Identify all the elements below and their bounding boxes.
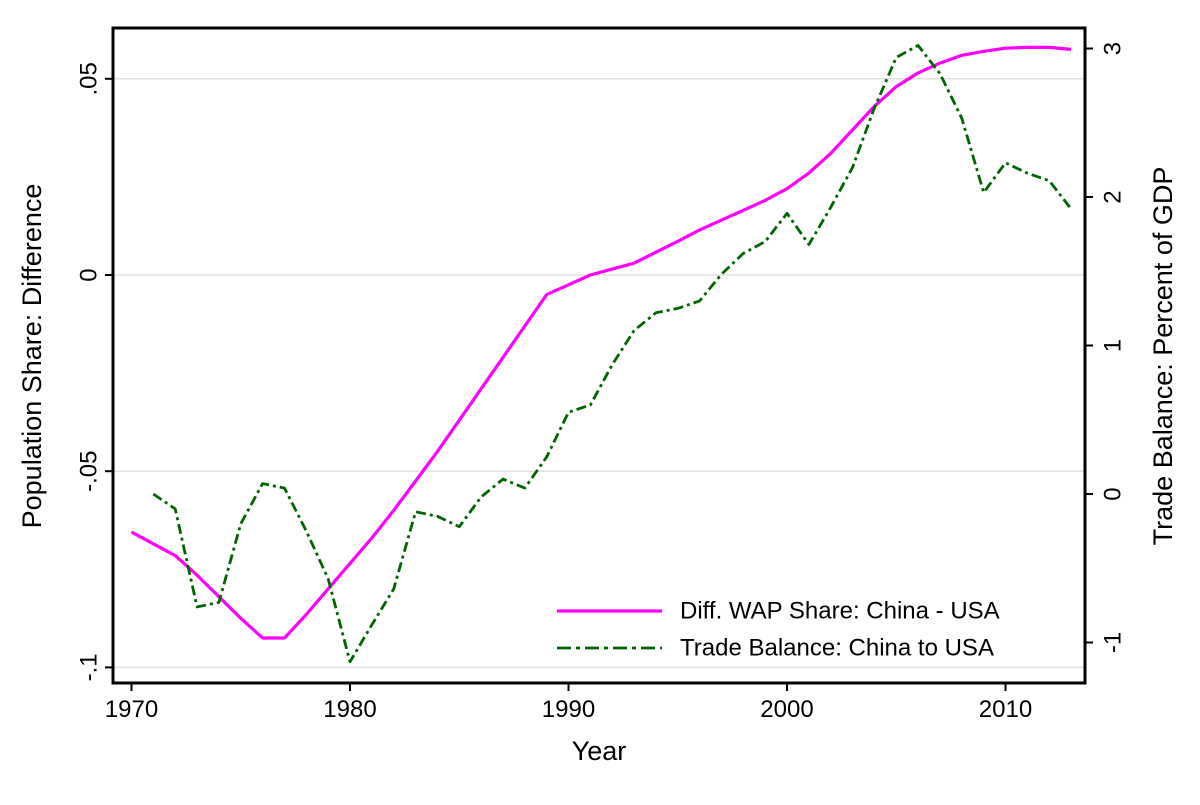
legend-label-trade: Trade Balance: China to USA <box>680 635 994 662</box>
x-tick-label: 1980 <box>323 696 376 723</box>
y-right-tick-label: 2 <box>1100 190 1127 203</box>
series-lines <box>130 44 1073 664</box>
y-left-tick-label: -.1 <box>76 653 103 681</box>
x-tick-label: 1970 <box>105 696 158 723</box>
axis-tick-labels: .05 0 -.05 -.1 3 2 1 0 -1 1970 1980 1990 2000 2010 <box>76 42 1127 723</box>
y-right-tick-label: -1 <box>1100 632 1127 653</box>
legend-label-wap: Diff. WAP Share: China - USA <box>680 598 1000 625</box>
x-tick-label: 2000 <box>760 696 813 723</box>
x-tick-label: 1990 <box>542 696 595 723</box>
x-tick-label: 2010 <box>979 696 1032 723</box>
y-right-tick-label: 0 <box>1100 487 1127 500</box>
gridlines <box>113 78 1085 669</box>
y-left-tick-label: 0 <box>76 268 103 281</box>
y-left-tick-label: .05 <box>76 62 103 95</box>
y-right-tick-label: 3 <box>1100 42 1127 55</box>
legend: Diff. WAP Share: China - USA Trade Balan… <box>557 598 1000 662</box>
series-line-1 <box>152 44 1073 664</box>
y-axis-right-title: Trade Balance: Percent of GDP <box>1148 167 1178 546</box>
y-right-tick-label: 1 <box>1100 339 1127 352</box>
axis-ticks <box>105 47 1093 691</box>
x-axis-title: Year <box>572 736 627 766</box>
y-left-tick-label: -.05 <box>76 451 103 492</box>
series-line-0 <box>130 45 1072 640</box>
y-axis-left-title: Population Share: Difference <box>17 184 47 529</box>
plot-border <box>111 26 1087 685</box>
